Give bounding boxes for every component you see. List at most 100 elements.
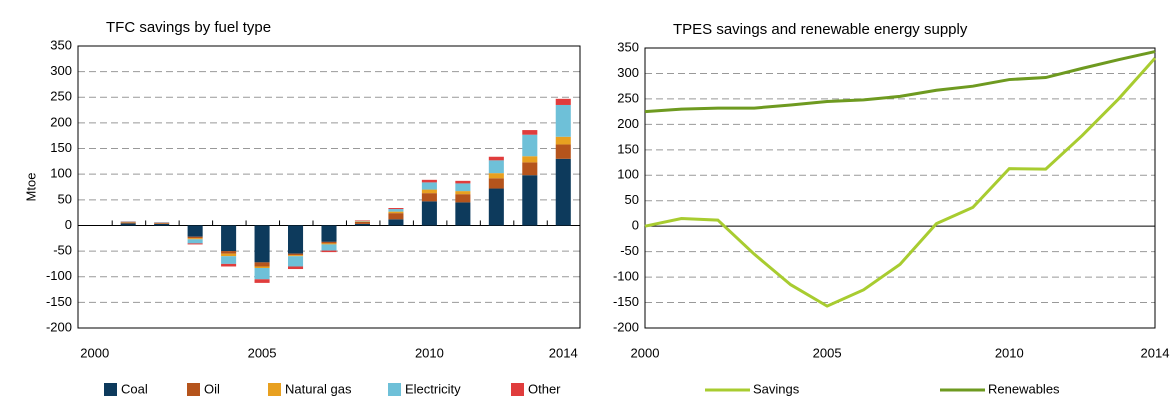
bar-segment bbox=[120, 221, 136, 223]
y-tick-label: -50 bbox=[53, 243, 72, 258]
y-tick-label: 0 bbox=[632, 218, 639, 233]
bar-segment bbox=[421, 193, 437, 202]
x-tick-label: 2000 bbox=[80, 345, 109, 360]
bar-segment bbox=[254, 266, 270, 269]
y-tick-label: 200 bbox=[617, 116, 639, 131]
plot-frame bbox=[77, 45, 581, 329]
bar-segment bbox=[488, 188, 504, 226]
bar-segment bbox=[555, 104, 571, 137]
legend-swatch bbox=[268, 383, 281, 396]
bar-segment bbox=[455, 183, 471, 192]
bar-segment bbox=[555, 98, 571, 105]
x-tick-label: 2010 bbox=[415, 345, 444, 360]
bar-segment bbox=[354, 221, 370, 224]
bar-segment bbox=[321, 250, 337, 253]
legend-swatch bbox=[187, 383, 200, 396]
legend-label: Coal bbox=[121, 381, 148, 396]
bar-segment bbox=[154, 223, 170, 226]
chart-title: TFC savings by fuel type bbox=[106, 19, 271, 36]
y-tick-label: -100 bbox=[46, 268, 72, 283]
legend-swatch bbox=[511, 383, 524, 396]
line-series bbox=[644, 57, 1157, 308]
bar-segment bbox=[221, 256, 237, 264]
bar-segment bbox=[455, 194, 471, 203]
y-tick-label: 100 bbox=[50, 166, 72, 181]
bar-segment bbox=[455, 180, 471, 184]
bar-segment bbox=[221, 225, 237, 252]
bar-segment bbox=[221, 253, 237, 257]
x-tick-label: 2000 bbox=[631, 345, 660, 360]
y-tick-label: 0 bbox=[65, 217, 72, 232]
bar-segment bbox=[354, 220, 370, 221]
bar-segment bbox=[288, 255, 304, 257]
y-axis-label: Mtoe bbox=[23, 173, 38, 202]
bar-segment bbox=[388, 219, 404, 226]
bar-segment bbox=[354, 223, 370, 226]
y-tick-label: -150 bbox=[46, 294, 72, 309]
bar-segment bbox=[388, 209, 404, 212]
bar-segment bbox=[321, 225, 337, 242]
y-tick-label: -200 bbox=[613, 319, 639, 334]
bar-segment bbox=[455, 191, 471, 195]
bar-segment bbox=[221, 251, 237, 254]
y-tick-label: -50 bbox=[620, 243, 639, 258]
bar-segment bbox=[388, 213, 404, 220]
x-tick-label: 2014 bbox=[1141, 345, 1170, 360]
bar-segment bbox=[254, 279, 270, 283]
bar-segment bbox=[421, 189, 437, 194]
x-tick-label: 2005 bbox=[248, 345, 277, 360]
line-series bbox=[644, 50, 1156, 114]
bar-segment bbox=[354, 221, 370, 222]
bar-segment bbox=[120, 223, 136, 226]
legend-label: Savings bbox=[753, 381, 800, 396]
bar-segment bbox=[288, 266, 304, 270]
bar-segment bbox=[488, 156, 504, 161]
bar-segment bbox=[254, 262, 270, 267]
bar-segment bbox=[522, 130, 538, 135]
y-tick-label: 300 bbox=[50, 63, 72, 78]
bar-segment bbox=[120, 222, 136, 224]
bar-segment bbox=[522, 175, 538, 226]
bar-segment bbox=[421, 201, 437, 226]
bar-segment bbox=[321, 244, 337, 251]
bar-segment bbox=[388, 211, 404, 214]
bar-segment bbox=[522, 162, 538, 176]
y-tick-label: -100 bbox=[613, 269, 639, 284]
bar-segment bbox=[221, 263, 237, 267]
y-tick-label: 350 bbox=[50, 37, 72, 52]
bar-segment bbox=[388, 208, 404, 210]
bar-segment bbox=[555, 144, 571, 159]
bar-segment bbox=[522, 134, 538, 157]
x-tick-label: 2005 bbox=[813, 345, 842, 360]
bar-segment bbox=[187, 236, 203, 239]
bar-segment bbox=[288, 253, 304, 256]
y-tick-label: -150 bbox=[613, 294, 639, 309]
y-tick-label: 100 bbox=[617, 167, 639, 182]
y-tick-label: -200 bbox=[46, 319, 72, 334]
bar-segment bbox=[555, 158, 571, 226]
y-tick-label: 50 bbox=[625, 192, 639, 207]
bar-segment bbox=[421, 182, 437, 190]
bar-segment bbox=[154, 223, 170, 224]
legend-label: Oil bbox=[204, 381, 220, 396]
y-tick-label: 350 bbox=[617, 39, 639, 54]
legend-swatch bbox=[388, 383, 401, 396]
bar-segment bbox=[354, 220, 370, 222]
bar-segment bbox=[488, 160, 504, 174]
legend-label: Natural gas bbox=[285, 381, 352, 396]
bar-segment bbox=[187, 225, 203, 237]
bar-segment bbox=[288, 256, 304, 267]
y-tick-label: 250 bbox=[617, 90, 639, 105]
bar-segment bbox=[254, 268, 270, 280]
legend-label: Other bbox=[528, 381, 561, 396]
bar-segment bbox=[154, 222, 170, 223]
x-tick-label: 2014 bbox=[549, 345, 578, 360]
bar-segment bbox=[321, 243, 337, 245]
bar-segment bbox=[187, 243, 203, 245]
bar-segment bbox=[488, 178, 504, 189]
bar-segment bbox=[321, 241, 337, 244]
bar-segment bbox=[555, 136, 571, 145]
bar-segment bbox=[187, 239, 203, 244]
y-tick-label: 150 bbox=[50, 140, 72, 155]
legend-swatch bbox=[104, 383, 117, 396]
